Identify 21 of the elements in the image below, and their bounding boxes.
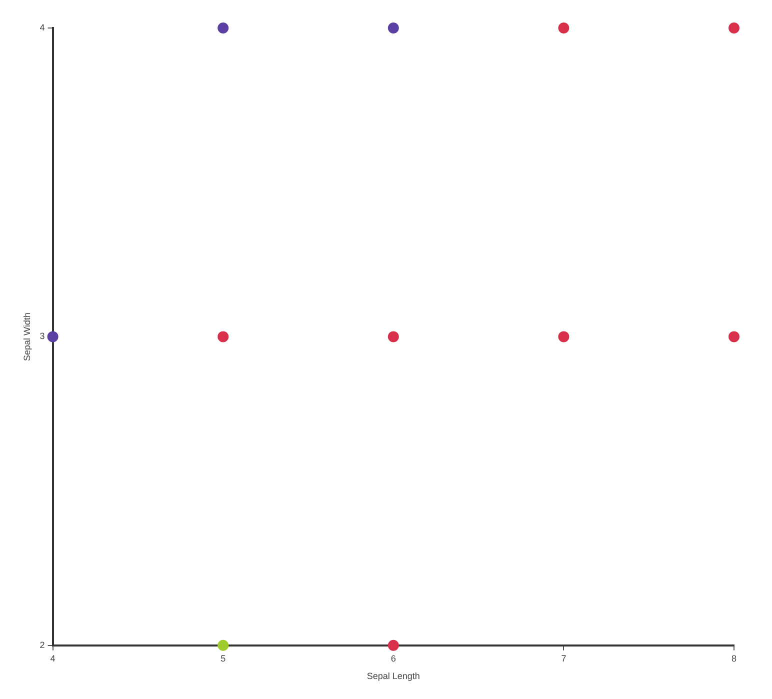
x-tick-label: 7: [561, 653, 566, 664]
point: [558, 22, 570, 34]
point: [218, 22, 229, 34]
x-axis-title: Sepal Length: [366, 671, 420, 682]
x-tick-label: 5: [220, 653, 226, 664]
point: [47, 331, 58, 342]
point: [388, 22, 399, 34]
x-tick-label: 4: [50, 653, 56, 664]
point: [388, 640, 399, 651]
y-axis-title: Sepal Width: [22, 312, 32, 361]
point: [558, 331, 570, 342]
x-tick-label: 6: [390, 653, 396, 664]
point: [218, 640, 229, 651]
point: [728, 22, 740, 34]
y-tick-label: 2: [40, 640, 45, 650]
y-tick-label: 3: [40, 331, 45, 342]
point: [388, 331, 399, 342]
point: [218, 331, 229, 342]
y-tick-label: 4: [40, 22, 45, 32]
point: [728, 331, 740, 342]
x-tick-label: 8: [731, 653, 737, 664]
